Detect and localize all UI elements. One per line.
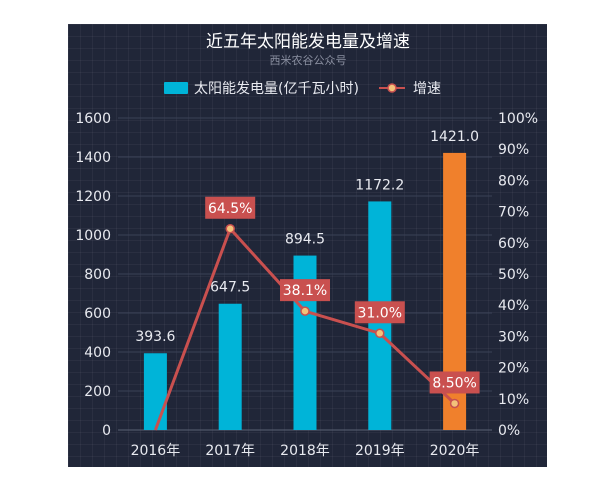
growth-label-box	[429, 371, 480, 394]
chart-panel: 近五年太阳能发电量及增速 西米农谷公众号 太阳能发电量(亿千瓦小时) 增速 0 2…	[68, 24, 547, 467]
bar[interactable]	[143, 353, 167, 430]
bar[interactable]	[218, 303, 242, 430]
growth-line	[153, 224, 460, 431]
chart-subtitle: 西米农谷公众号	[270, 53, 347, 67]
y-left-tick-label: 0	[102, 423, 111, 439]
growth-point[interactable]	[449, 398, 460, 409]
y-left-tick-label: 400	[84, 345, 111, 361]
y-left-tick-label: 200	[84, 384, 111, 400]
bar-value-label: 393.6	[135, 329, 175, 345]
x-tick-label: 2017年	[205, 443, 255, 459]
growth-value-label: 64.5%	[208, 201, 252, 217]
y-right-tick-label: 0%	[498, 423, 520, 439]
growth-value-label: 8.50%	[432, 375, 476, 391]
y-right-tick-label: 40%	[498, 298, 529, 314]
growth-label-box	[280, 279, 330, 302]
y-right-tick-label: 70%	[498, 205, 529, 221]
x-tick-label: 2019年	[355, 443, 405, 459]
legend-line-marker	[387, 83, 397, 93]
axes: 0 200 400 600 800 1000 1200 1400 1600 0% 10% 20% 30%…	[75, 111, 538, 459]
growth-value-label: 31.0%	[358, 305, 402, 321]
y-right-tick-label: 10%	[498, 392, 529, 408]
bar-value-label: 1421.0	[430, 129, 479, 145]
y-left-tick-label: 1600	[75, 111, 111, 127]
legend-label-growth: 增速	[413, 81, 441, 97]
growth-value-label: 38.1%	[283, 283, 327, 299]
legend-label-generation: 太阳能发电量(亿千瓦小时)	[194, 81, 359, 97]
y-right-tick-label: 20%	[498, 361, 529, 377]
legend[interactable]: 太阳能发电量(亿千瓦小时) 增速	[164, 81, 441, 97]
growth-point[interactable]	[375, 328, 385, 339]
y-right-tick-label: 30%	[498, 329, 529, 345]
chart-title: 近五年太阳能发电量及增速	[206, 32, 410, 52]
y-left-tick-label: 1200	[75, 189, 111, 205]
growth-point[interactable]	[300, 306, 310, 316]
y-left-tick-label: 600	[84, 306, 111, 322]
y-left-tick-label: 800	[84, 267, 111, 283]
x-tick-label: 2020年	[430, 443, 480, 459]
line-labels: 64.5% 38.1% 31.0% 8.50%	[205, 196, 480, 394]
growth-point[interactable]	[225, 224, 235, 234]
y-right-tick-label: 80%	[498, 173, 529, 189]
y-left-tick-label: 1000	[75, 228, 111, 244]
y-right-tick-label: 100%	[498, 111, 538, 127]
growth-label-box	[205, 196, 256, 219]
y-right-tick-label: 50%	[498, 267, 529, 283]
y-left-tick-label: 1400	[75, 150, 111, 166]
x-tick-label: 2016年	[131, 443, 181, 459]
chart: 近五年太阳能发电量及增速 西米农谷公众号 太阳能发电量(亿千瓦小时) 增速 0 2…	[75, 32, 538, 459]
bar-value-label: 647.5	[210, 280, 250, 296]
bar-labels: 393.6 647.5 894.5 1172.2 1421.0	[135, 129, 479, 345]
bar-value-label: 1172.2	[355, 177, 404, 193]
y-right-tick-label: 60%	[498, 236, 529, 252]
legend-bar-swatch	[164, 82, 188, 94]
growth-label-box	[354, 301, 405, 324]
bar[interactable]	[443, 152, 467, 430]
x-tick-label: 2018年	[280, 443, 330, 459]
bar-value-label: 894.5	[285, 232, 325, 248]
y-right-tick-label: 90%	[498, 142, 529, 158]
